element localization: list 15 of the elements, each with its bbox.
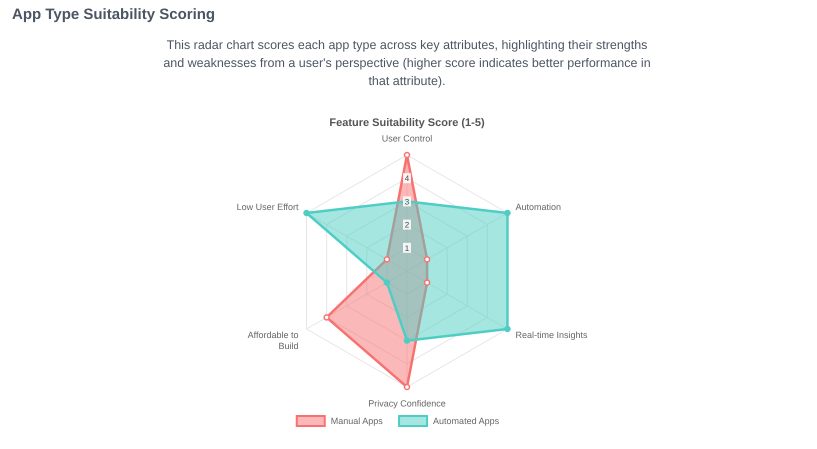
spoke-label: Low User Effort <box>236 202 300 212</box>
y-tick-label: 3 <box>404 197 410 206</box>
spoke-label: Affordable to Build <box>248 330 299 351</box>
text: App Type Suitability Scoring <box>12 6 216 23</box>
legend-label: Manual Apps <box>330 416 384 426</box>
spoke-label: Real-time Insights <box>515 330 588 340</box>
legend-label: Automated Apps <box>433 416 500 426</box>
spoke-label: Automation <box>515 202 561 212</box>
text: Feature Suitability Score (1-5) <box>329 117 485 129</box>
spoke-label: User Control <box>382 133 432 144</box>
y-tick-label: 4 <box>404 174 410 184</box>
y-tick-label: 2 <box>404 220 410 230</box>
chart-subtitle: This radar chart scores each app type across key attributes, highlighting their strengths and weaknesses from a user's perspective (higher score indicates better performance in that attribute). <box>163 38 651 88</box>
y-tick-label: 1 <box>404 244 410 253</box>
spoke-label: Privacy Confidence <box>368 398 446 409</box>
